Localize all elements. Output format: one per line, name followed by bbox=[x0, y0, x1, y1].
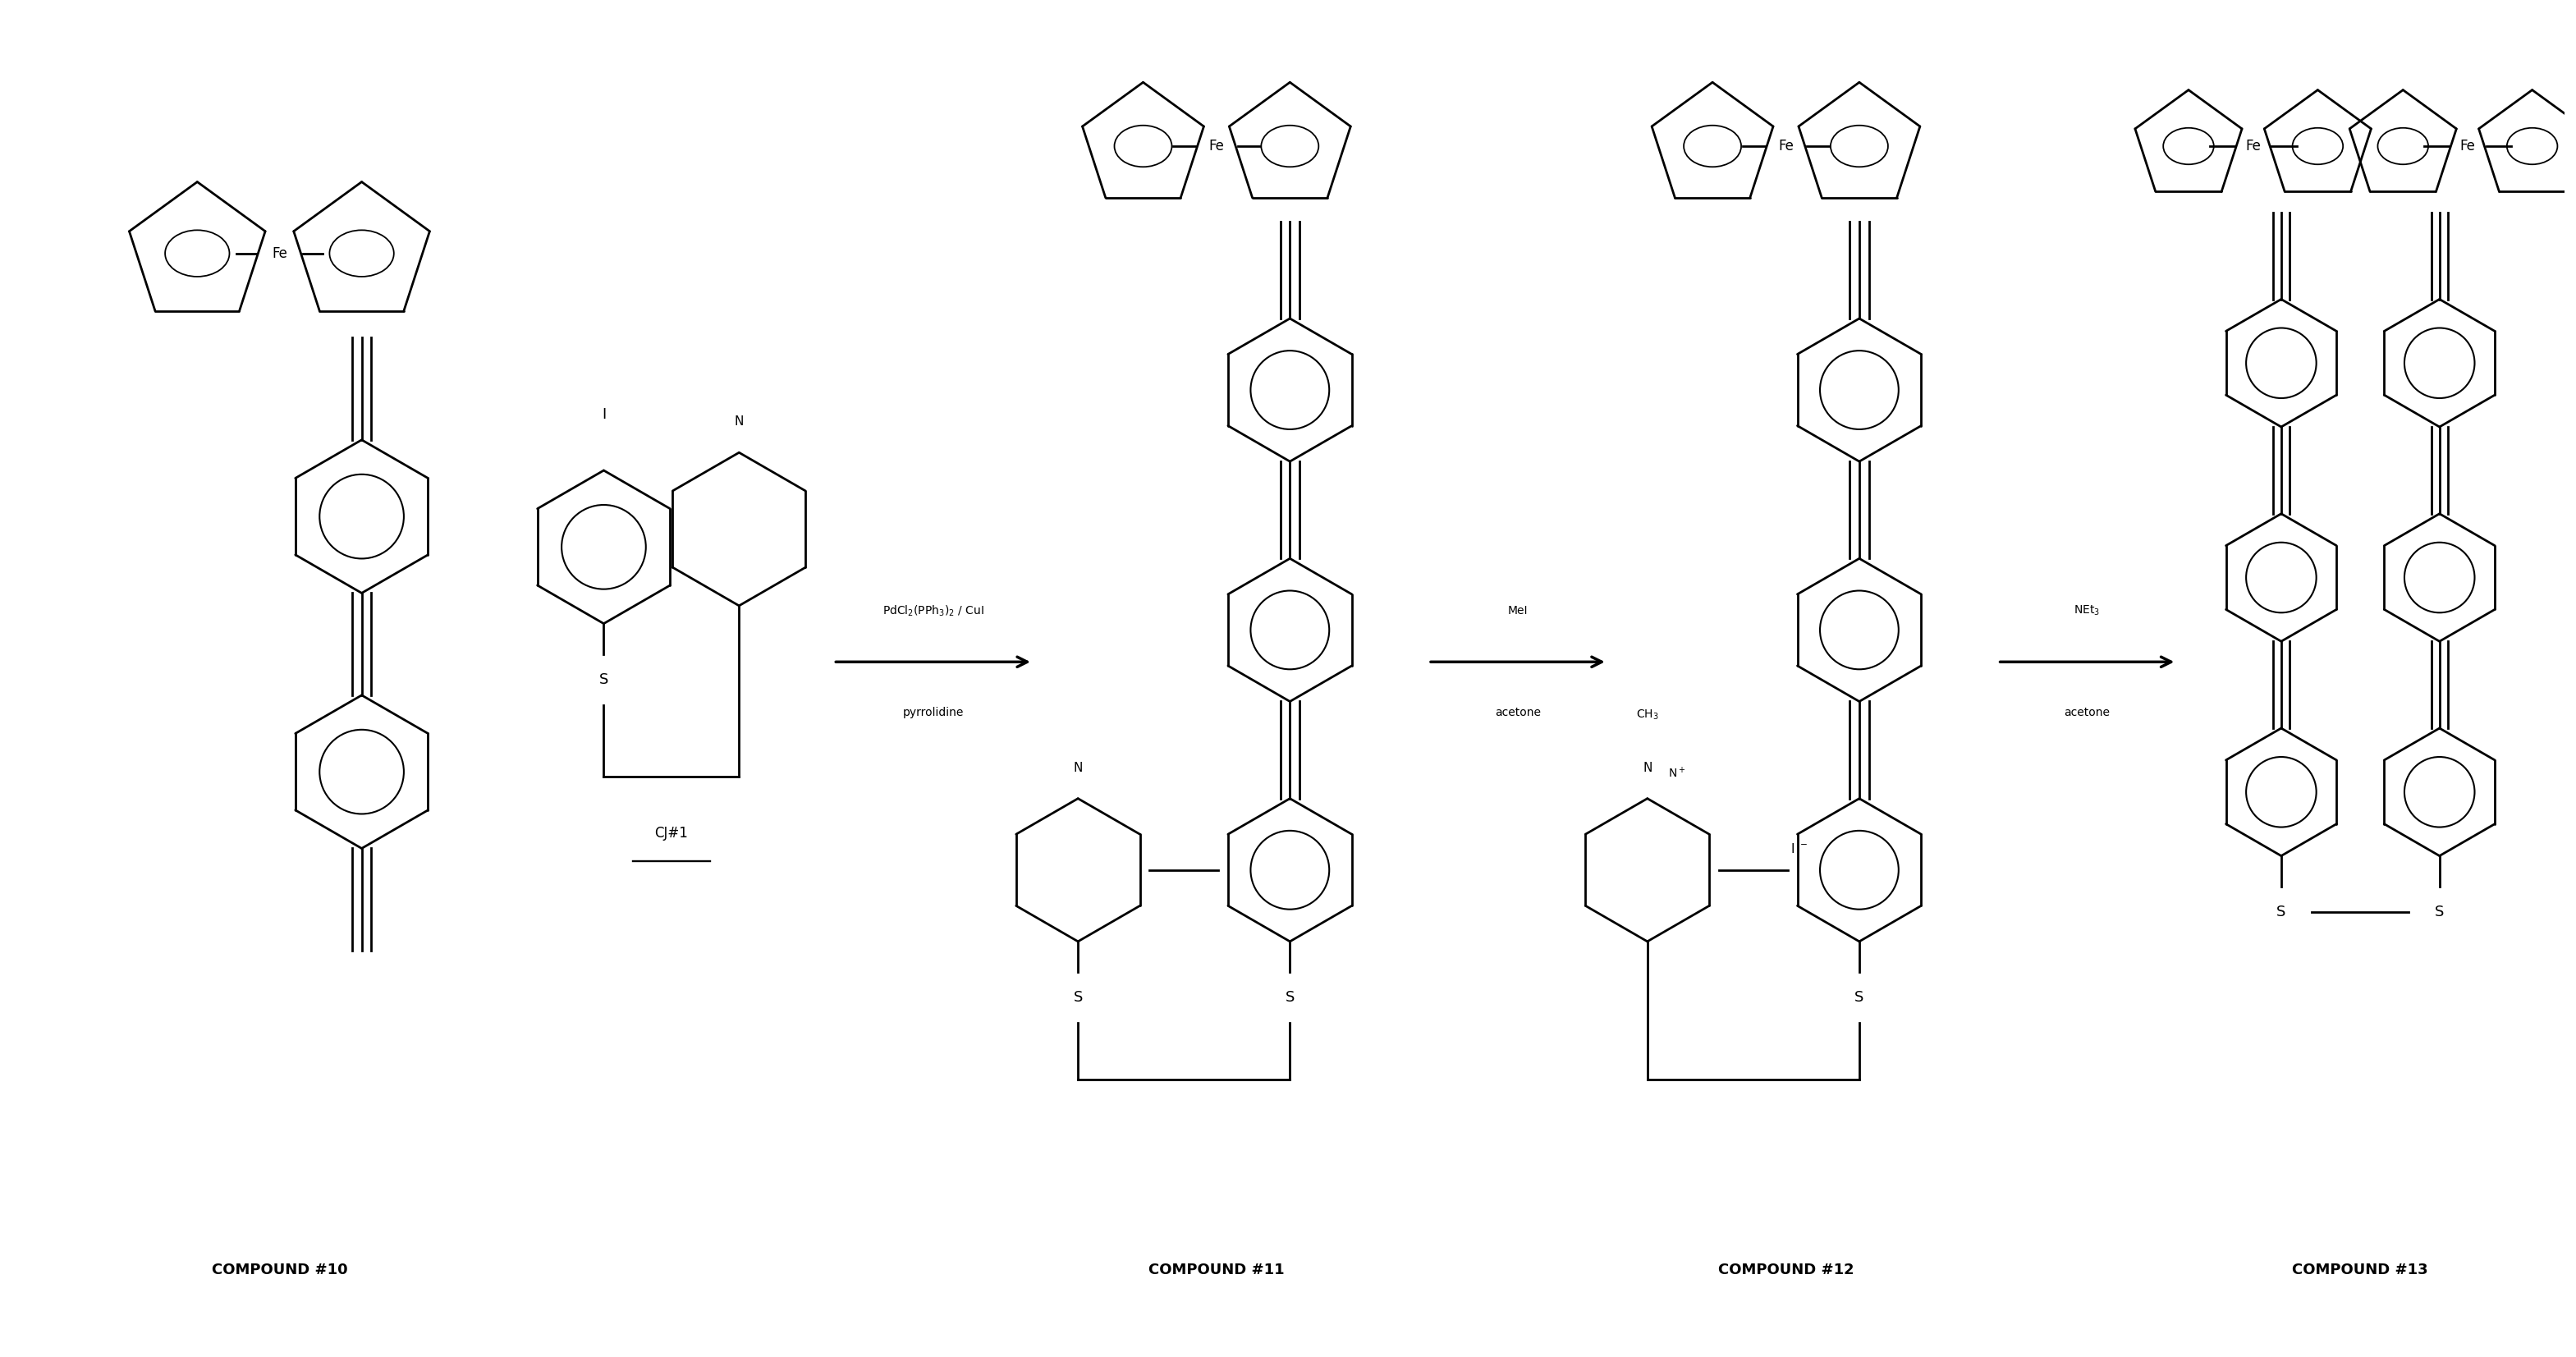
Text: Fe: Fe bbox=[1208, 138, 1224, 153]
Text: Fe: Fe bbox=[2246, 138, 2262, 153]
Text: COMPOUND #11: COMPOUND #11 bbox=[1149, 1262, 1285, 1277]
Text: I $\mathregular{^-}$: I $\mathregular{^-}$ bbox=[1790, 841, 1808, 855]
Text: N: N bbox=[1643, 761, 1651, 773]
Text: COMPOUND #10: COMPOUND #10 bbox=[211, 1262, 348, 1277]
Text: Fe: Fe bbox=[270, 246, 286, 261]
Text: COMPOUND #12: COMPOUND #12 bbox=[1718, 1262, 1855, 1277]
Text: Fe: Fe bbox=[2460, 138, 2476, 153]
Text: N: N bbox=[734, 415, 744, 427]
Text: acetone: acetone bbox=[2063, 707, 2110, 719]
Text: CJ#1: CJ#1 bbox=[654, 825, 688, 840]
Text: N: N bbox=[1074, 761, 1082, 773]
Text: COMPOUND #13: COMPOUND #13 bbox=[2293, 1262, 2429, 1277]
Text: $\mathregular{N^+}$: $\mathregular{N^+}$ bbox=[1667, 765, 1685, 780]
Text: PdCl$_2$(PPh$_3$)$_2$ / CuI: PdCl$_2$(PPh$_3$)$_2$ / CuI bbox=[881, 604, 984, 617]
Text: S: S bbox=[600, 672, 608, 687]
Text: S: S bbox=[1855, 991, 1865, 1006]
Text: S: S bbox=[2277, 905, 2285, 920]
Text: S: S bbox=[1074, 991, 1082, 1006]
Text: S: S bbox=[1285, 991, 1296, 1006]
Text: NEt$_3$: NEt$_3$ bbox=[2074, 604, 2099, 617]
Text: S: S bbox=[2434, 905, 2445, 920]
Text: I: I bbox=[603, 407, 605, 422]
Text: acetone: acetone bbox=[1494, 707, 1540, 719]
Text: pyrrolidine: pyrrolidine bbox=[902, 707, 963, 719]
Text: MeI: MeI bbox=[1507, 605, 1528, 616]
Text: Fe: Fe bbox=[1777, 138, 1793, 153]
Text: CH$_3$: CH$_3$ bbox=[1636, 708, 1659, 722]
